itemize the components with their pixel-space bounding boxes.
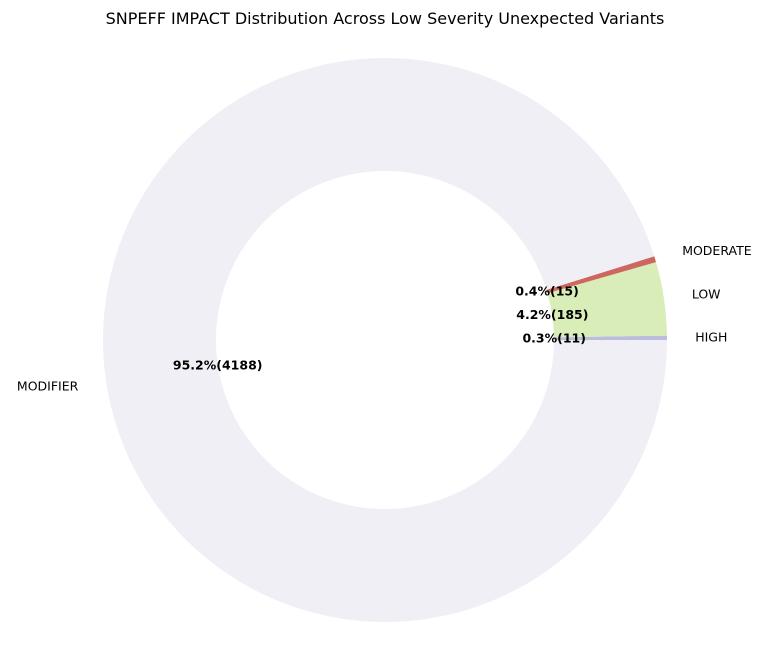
labels-group: HIGH 0.3%(11) LOW 4.2%(185) MODERATE 0.4%(15)… (17, 243, 752, 393)
slices-group (102, 58, 667, 623)
chart-title: SNPEFF IMPACT Distribution Across Low Se… (106, 9, 665, 28)
percent-label-low: 4.2%(185) (516, 307, 588, 322)
slice-moderate (546, 256, 657, 294)
percent-label-modifier: 95.2%(4188) (173, 357, 263, 372)
slice-high (553, 335, 667, 340)
category-label-low: LOW (692, 286, 721, 301)
percent-label-moderate: 0.4%(15) (515, 284, 579, 299)
category-label-moderate: MODERATE (682, 243, 752, 258)
slice-low (547, 262, 667, 338)
category-label-modifier: MODIFIER (17, 379, 79, 394)
slice-modifier (102, 58, 667, 623)
category-label-high: HIGH (695, 330, 727, 345)
percent-label-high: 0.3%(11) (522, 331, 586, 346)
